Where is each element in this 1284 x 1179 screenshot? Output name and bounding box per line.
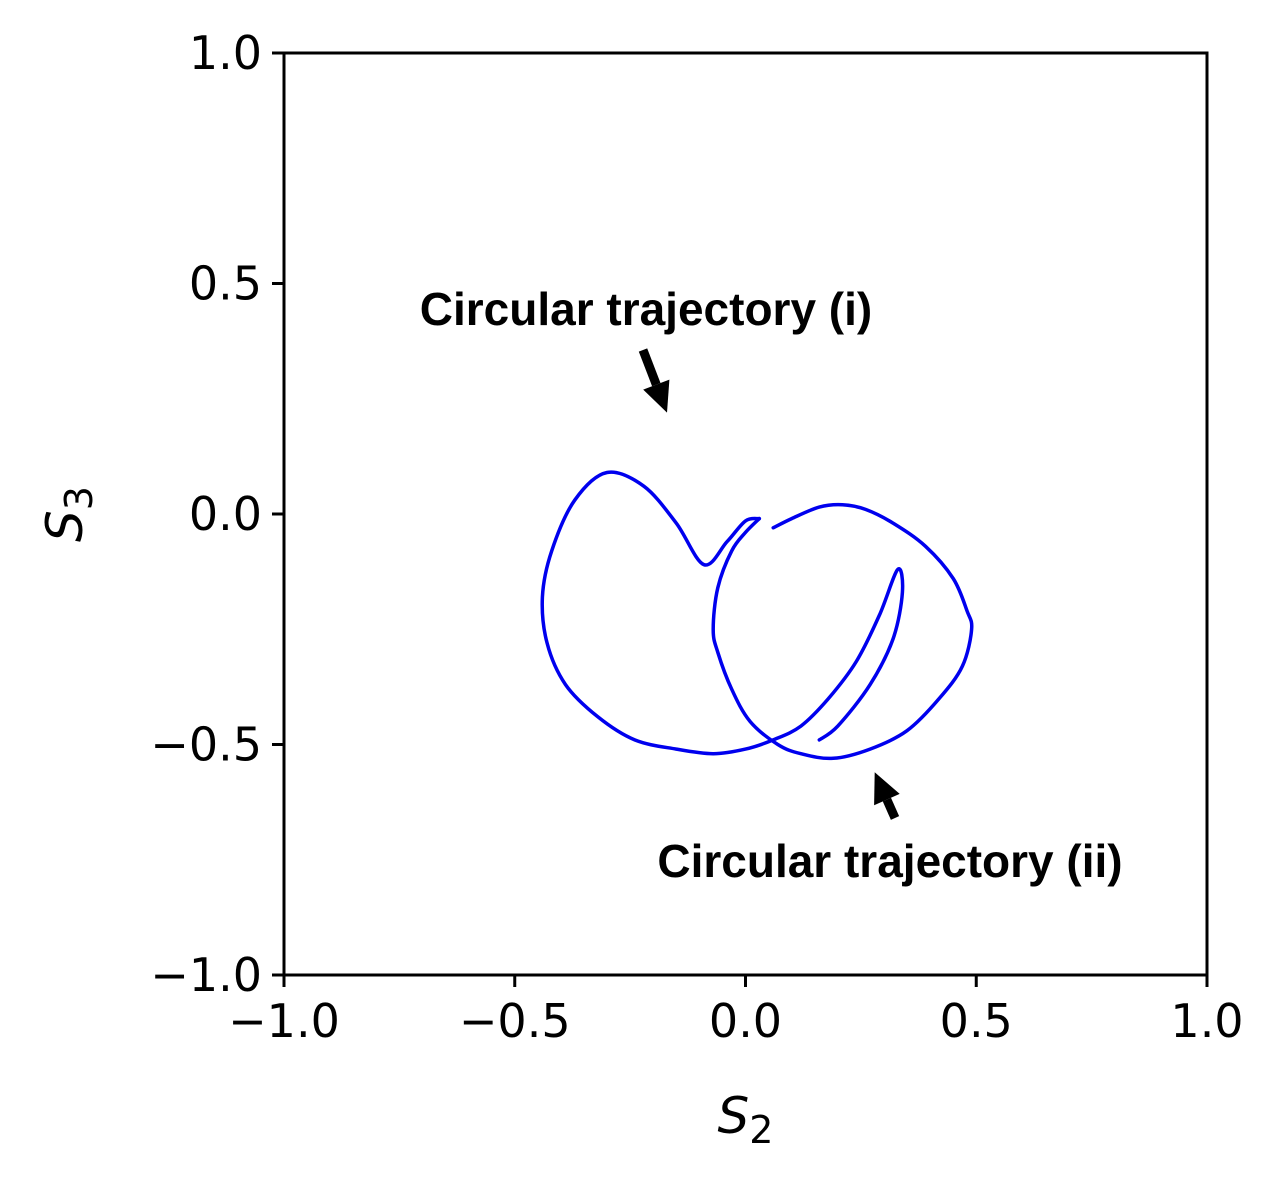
- annotation-trajectory-i: Circular trajectory (i): [420, 283, 872, 335]
- arrow-trajectory-ii-head: [874, 772, 900, 806]
- x-tick-label: 0.0: [709, 994, 782, 1048]
- y-tick-label: 0.5: [189, 257, 262, 311]
- arrow-trajectory-i-shaft: [638, 348, 661, 387]
- x-tick-label: −1.0: [228, 994, 340, 1048]
- x-tick-label: −0.5: [459, 994, 571, 1048]
- y-axis-ticks: −1.0 −0.5 0.0 0.5 1.0: [150, 26, 284, 1002]
- trajectory-ii-line: [711, 502, 974, 761]
- annotation-trajectory-ii: Circular trajectory (ii): [657, 835, 1122, 887]
- x-axis-label: S2: [718, 1087, 774, 1152]
- y-tick-label: 0.0: [189, 487, 262, 541]
- arrow-trajectory-i-head: [643, 379, 670, 413]
- y-tick-label: −1.0: [150, 948, 262, 1002]
- arrow-layer: [638, 348, 900, 820]
- y-tick-label: 1.0: [189, 26, 262, 80]
- y-tick-label: −0.5: [150, 718, 262, 772]
- x-tick-label: 0.5: [940, 994, 1013, 1048]
- series-layer: [540, 470, 974, 761]
- trajectory-i-line: [540, 470, 905, 756]
- x-axis-ticks: −1.0 −0.5 0.0 0.5 1.0: [228, 975, 1244, 1048]
- x-tick-label: 1.0: [1170, 994, 1243, 1048]
- arrow-trajectory-ii-shaft: [882, 797, 900, 820]
- y-axis-label: S3: [36, 486, 101, 542]
